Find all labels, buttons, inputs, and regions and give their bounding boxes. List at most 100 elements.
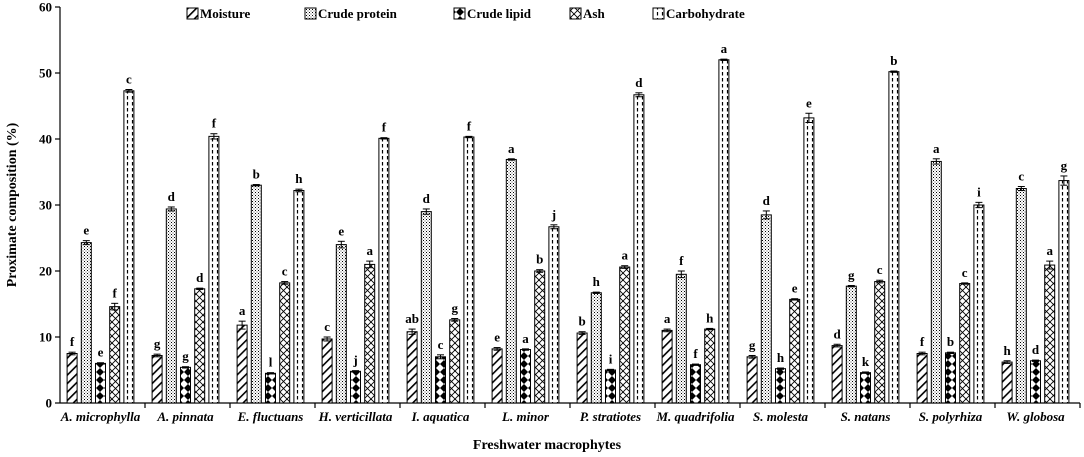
bar-carbohydrate (803, 117, 815, 404)
significance-letter: d (1032, 342, 1040, 357)
significance-letter: b (947, 334, 954, 349)
x-category-label: A. pinnata (156, 409, 214, 424)
significance-letter: e (494, 330, 500, 345)
significance-letter: e (806, 95, 812, 110)
bar-crude-protein (505, 158, 517, 404)
legend: Moisture Crude protein Crude lipid Ash Carbo… (186, 6, 745, 21)
legend-label: Crude protein (318, 6, 398, 21)
y-tick-label: 40 (39, 132, 52, 147)
bar-crude-lipid (350, 370, 361, 404)
legend-swatch (652, 7, 665, 20)
bar-carbohydrate (293, 189, 305, 404)
bar-moisture (1001, 361, 1013, 404)
legend-swatch (304, 7, 317, 20)
y-tick-label: 0 (46, 396, 53, 411)
bar-carbohydrate (633, 94, 645, 404)
significance-letter: c (126, 72, 132, 87)
significance-letter: h (593, 274, 601, 289)
bar-moisture (576, 332, 588, 404)
legend-label: Crude lipid (467, 6, 532, 21)
significance-letter: a (239, 303, 246, 318)
significance-letter: b (536, 252, 543, 267)
bar-moisture (151, 354, 163, 404)
bar-crude-lipid (605, 369, 616, 404)
bar-crude-lipid (520, 349, 531, 404)
bar-moisture (491, 348, 503, 404)
bar-ash (1044, 264, 1056, 404)
x-category-label: S. natans (841, 409, 891, 424)
legend-item: Ash (569, 6, 605, 21)
significance-letter: c (877, 262, 883, 277)
legend-item: Crude protein (304, 6, 398, 21)
significance-letter: a (522, 331, 529, 346)
significance-letter: h (706, 310, 714, 325)
significance-letter: f (382, 120, 387, 135)
bar-crude-protein (420, 211, 432, 404)
bar-moisture (406, 331, 418, 404)
y-axis-title: Proximate composition (%) (5, 122, 20, 287)
bar-crude-lipid (775, 368, 786, 404)
bar-carbohydrate (1058, 180, 1070, 404)
significance-letter: a (366, 243, 373, 258)
bar-carbohydrate (208, 135, 220, 404)
significance-letter: ab (405, 311, 419, 326)
significance-letter: f (467, 118, 472, 133)
significance-letter: a (508, 141, 515, 156)
y-tick-label: 30 (39, 198, 52, 213)
bar-carbohydrate (548, 226, 560, 404)
significance-letter: g (451, 301, 458, 316)
bar-carbohydrate (718, 59, 730, 404)
bar-carbohydrate (888, 71, 900, 404)
significance-letter: g (1061, 158, 1068, 173)
y-axis: 0 10 20 30 40 50 60 (39, 0, 61, 411)
significance-letter: f (113, 285, 118, 300)
bar-ash (619, 266, 631, 404)
legend-swatch (453, 7, 466, 20)
significance-letter: c (438, 337, 444, 352)
bar-carbohydrate (378, 137, 390, 404)
significance-letter: e (98, 345, 104, 360)
bar-crude-protein (590, 292, 602, 404)
bar-crude-lipid (1030, 360, 1041, 404)
bar-crude-protein (1015, 188, 1027, 404)
legend-label: Ash (583, 6, 605, 21)
y-tick-label: 60 (39, 0, 52, 15)
significance-letter: b (578, 314, 585, 329)
significance-letter: c (282, 264, 288, 279)
significance-letter: l (269, 355, 273, 370)
bar-ash (704, 328, 716, 404)
bar-moisture (661, 329, 673, 404)
significance-letter: k (862, 354, 870, 369)
bar-crude-lipid (265, 372, 276, 404)
significance-letter: d (423, 191, 431, 206)
bar-crude-lipid (860, 372, 871, 404)
bar-carbohydrate (463, 136, 475, 404)
significance-letter: e (792, 281, 798, 296)
legend-item: Crude lipid (453, 6, 532, 21)
legend-item: Carbohydrate (652, 6, 745, 21)
significance-letter: f (70, 334, 75, 349)
bar-ash (194, 288, 206, 404)
x-axis: A. microphylla A. pinnata E. fluctuans H. v… (60, 402, 1081, 424)
y-tick-label: 20 (39, 264, 52, 279)
bar-crude-protein (250, 184, 262, 404)
significance-letter: e (338, 223, 344, 238)
significance-letter: h (777, 350, 785, 365)
significance-letter: g (848, 268, 855, 283)
x-category-label: M. quadrifolia (655, 409, 735, 424)
x-category-label: E. fluctuans (237, 409, 304, 424)
significance-letter: f (679, 253, 684, 268)
bar-carbohydrate (123, 90, 135, 404)
significance-letter: a (933, 141, 940, 156)
significance-letter: j (352, 353, 357, 368)
significance-letter: d (196, 270, 204, 285)
significance-letter: i (609, 351, 613, 366)
significance-letter: g (749, 337, 756, 352)
significance-letter: f (693, 346, 698, 361)
significance-letter: a (1046, 243, 1053, 258)
significance-letter: g (182, 349, 189, 364)
significance-letter: i (977, 184, 981, 199)
x-category-label: I. aquatica (411, 409, 470, 424)
bar-crude-protein (845, 285, 857, 404)
legend-swatch (569, 7, 582, 20)
